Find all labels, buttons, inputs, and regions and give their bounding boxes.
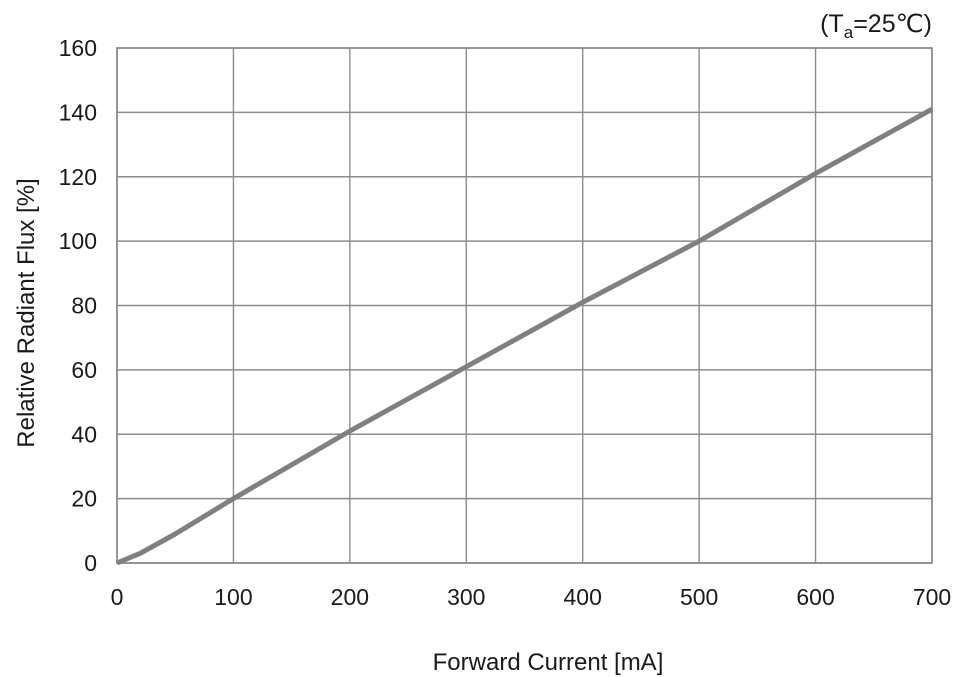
y-tick-label: 40 — [71, 421, 97, 447]
y-axis-title: Relative Radiant Flux [%] — [13, 178, 40, 447]
y-tick-label: 120 — [59, 164, 97, 190]
y-tick-label: 100 — [59, 228, 97, 254]
y-tick-label: 80 — [71, 293, 97, 319]
x-tick-label: 200 — [331, 584, 369, 610]
y-tick-label: 0 — [84, 550, 97, 576]
x-tick-label: 600 — [796, 584, 834, 610]
grid-lines — [116, 47, 933, 564]
y-tick-labels: 0 20 40 60 80 100 120 140 160 — [59, 35, 97, 576]
condition-prefix: (T — [820, 10, 844, 38]
y-tick-label: 20 — [71, 486, 97, 512]
y-tick-label: 60 — [71, 357, 97, 383]
temperature-condition: (Ta=25℃) — [820, 10, 932, 42]
y-tick-label: 160 — [59, 35, 97, 61]
y-tick-label: 140 — [59, 99, 97, 125]
x-tick-label: 500 — [680, 584, 718, 610]
x-tick-label: 100 — [214, 584, 252, 610]
x-tick-label: 400 — [564, 584, 602, 610]
x-tick-labels: 0 100 200 300 400 500 600 700 — [111, 584, 952, 610]
series-lines — [116, 107, 934, 566]
x-tick-label: 300 — [447, 584, 485, 610]
plot-frame — [116, 47, 933, 564]
x-tick-label: 700 — [913, 584, 951, 610]
x-axis-title: Forward Current [mA] — [433, 649, 664, 676]
condition-subscript: a — [844, 23, 854, 42]
x-tick-label: 0 — [111, 584, 124, 610]
series-line — [116, 107, 934, 566]
condition-suffix: =25℃) — [853, 10, 932, 38]
